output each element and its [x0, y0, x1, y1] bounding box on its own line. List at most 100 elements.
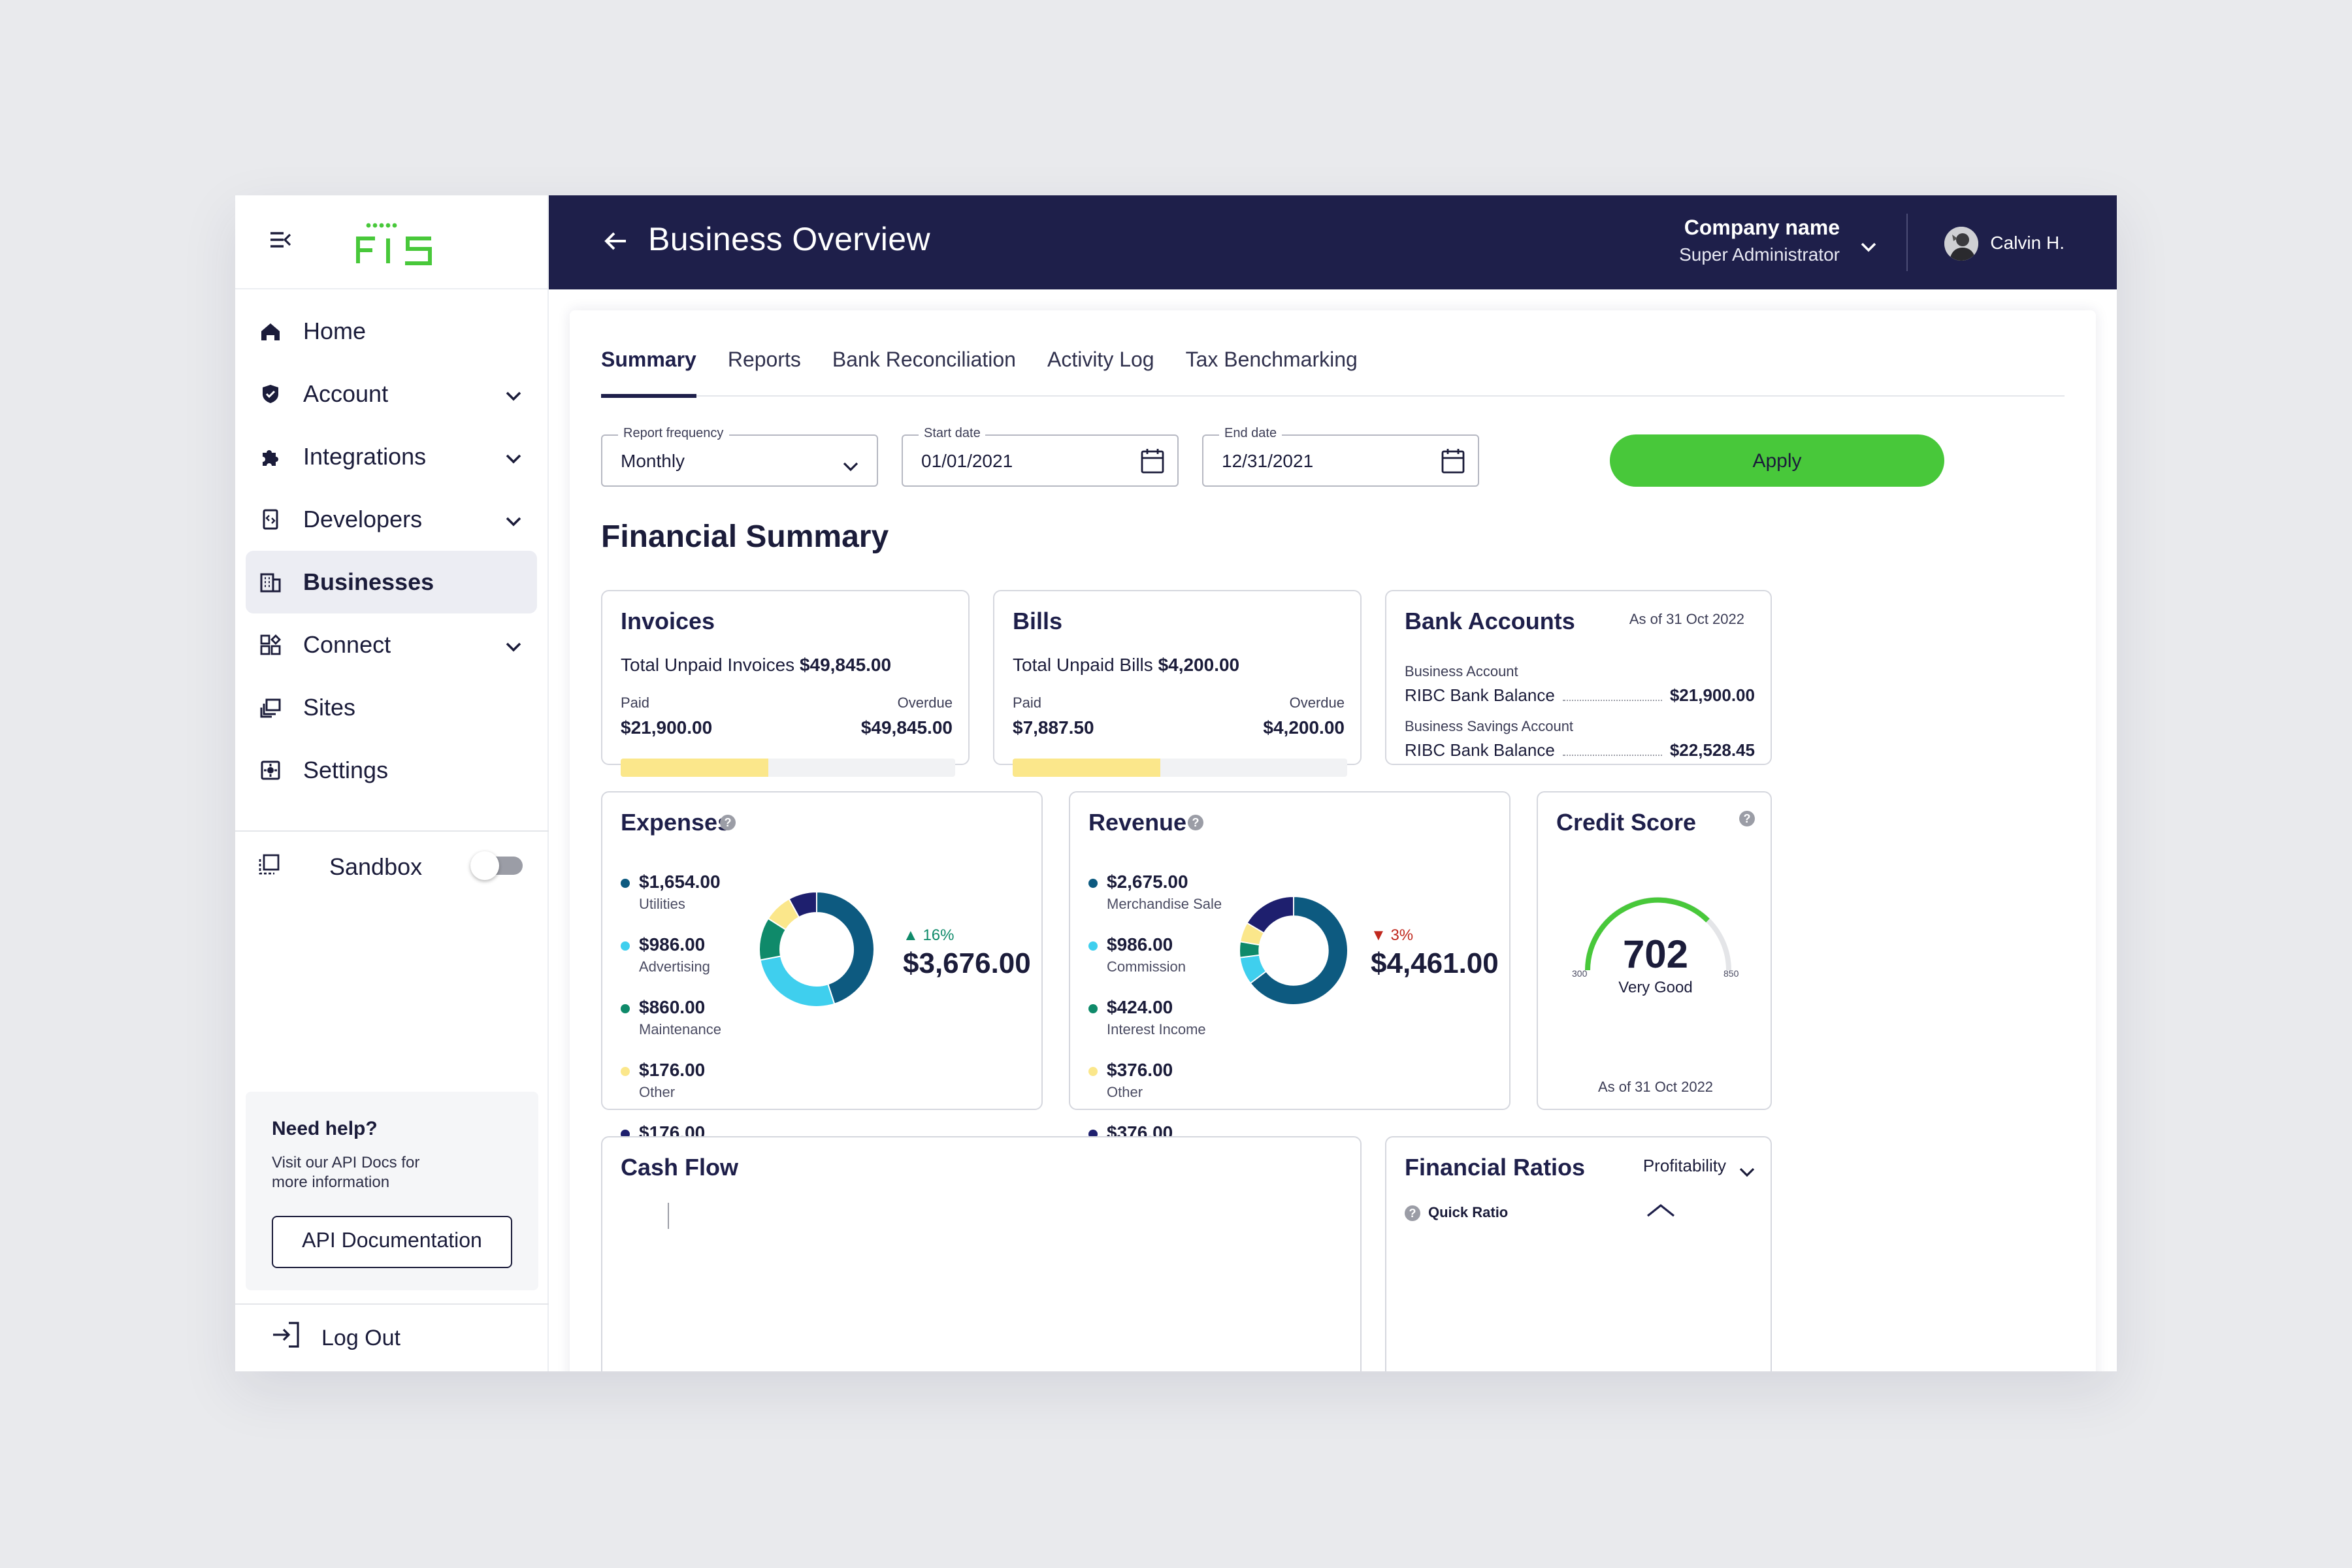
- fis-logo[interactable]: [353, 221, 436, 272]
- legend-dot: [1088, 1067, 1098, 1076]
- chevron-down-icon[interactable]: [506, 636, 521, 659]
- legend-category: Other: [639, 1085, 676, 1101]
- api-documentation-button[interactable]: API Documentation: [272, 1216, 512, 1268]
- credit-score-min: 300: [1572, 970, 1588, 979]
- legend-dot: [621, 941, 630, 951]
- legend-category: Utilities: [639, 897, 685, 913]
- sidebar-divider: [235, 830, 549, 832]
- bills-total: Total Unpaid Bills $4,200.00: [1013, 654, 1240, 675]
- bills-paid-amount: $7,887.50: [1013, 717, 1094, 738]
- tab-activity-log[interactable]: Activity Log: [1047, 350, 1154, 372]
- sidebar-item-home[interactable]: Home: [246, 300, 537, 363]
- revenue-total: $4,461.00: [1371, 947, 1499, 979]
- credit-score-title: Credit Score: [1556, 809, 1697, 836]
- help-icon[interactable]: ?: [1188, 815, 1203, 830]
- legend-item: $986.00 Advertising: [621, 934, 732, 996]
- revenue-card: Revenue ? $2,675.00 Merchandise Sale $986.…: [1069, 791, 1511, 1164]
- tab-bank-reconciliation[interactable]: Bank Reconciliation: [832, 350, 1016, 372]
- sites-icon: [259, 696, 282, 719]
- sandbox-label: Sandbox: [329, 853, 423, 879]
- cash-flow-card: Cash Flow: [601, 1136, 1362, 1371]
- chevron-down-icon[interactable]: [1861, 236, 1876, 259]
- legend-value: $2,675.00: [1107, 871, 1188, 892]
- sidebar-item-developers[interactable]: Developers: [246, 488, 537, 551]
- sandbox-toggle[interactable]: [470, 851, 523, 880]
- revenue-change: ▼ 3%: [1371, 926, 1414, 944]
- tab-bar: Summary Reports Bank Reconciliation Activit…: [601, 350, 2065, 398]
- tab-tax-benchmarking[interactable]: Tax Benchmarking: [1185, 350, 1358, 372]
- back-arrow-icon[interactable]: [604, 231, 627, 258]
- bank-account-row: RIBC Bank Balance $21,900.00: [1405, 685, 1755, 705]
- start-date-field[interactable]: Start date 01/01/2021: [902, 427, 1179, 487]
- menu-collapse-icon[interactable]: [269, 231, 293, 255]
- company-switcher[interactable]: Company name Super Administrator: [1679, 218, 1840, 265]
- legend-item: $376.00 Other: [1088, 1059, 1222, 1122]
- sidebar-item-connect[interactable]: Connect: [246, 613, 537, 676]
- legend-item: $1,654.00 Utilities: [621, 871, 732, 934]
- start-date-label: Start date: [919, 427, 986, 441]
- sidebar-item-label: Account: [303, 380, 389, 406]
- legend-dot: [621, 1004, 630, 1013]
- logout-icon: [272, 1322, 301, 1354]
- credit-score-as-of: As of 31 Oct 2022: [1597, 1080, 1714, 1096]
- sidebar-item-sites[interactable]: Sites: [246, 676, 537, 739]
- avatar[interactable]: [1944, 227, 1978, 261]
- bills-overdue-amount: $4,200.00: [1263, 717, 1345, 738]
- chevron-down-icon[interactable]: [506, 510, 521, 534]
- bank-accounts-title: Bank Accounts: [1405, 608, 1575, 634]
- ratio-type-select[interactable]: Profitability: [1642, 1156, 1726, 1175]
- invoices-total: Total Unpaid Invoices $49,845.00: [621, 654, 892, 675]
- tab-summary[interactable]: Summary: [601, 350, 696, 398]
- bills-overdue-label: Overdue: [1289, 696, 1345, 711]
- financial-ratios-title: Financial Ratios: [1405, 1154, 1586, 1181]
- sidebar-header: [235, 195, 547, 289]
- sidebar-item-label: Home: [303, 318, 367, 344]
- donut-slice-other: [1246, 896, 1294, 934]
- sidebar-item-settings[interactable]: Settings: [246, 739, 537, 802]
- chevron-down-icon[interactable]: [506, 385, 521, 408]
- legend-value: $986.00: [1107, 934, 1173, 955]
- legend-value: $986.00: [639, 934, 706, 955]
- sidebar-item-label: Sites: [303, 694, 356, 720]
- legend-category: Advertising: [639, 960, 710, 975]
- sandbox-icon: [259, 853, 280, 881]
- user-name[interactable]: Calvin H.: [1990, 232, 2065, 253]
- header-divider: [1906, 214, 1908, 271]
- financial-summary-heading: Financial Summary: [601, 519, 889, 555]
- ratio-gauge-marker: [1647, 1203, 1674, 1217]
- legend-item: $860.00 Maintenance: [621, 996, 732, 1059]
- sidebar-item-businesses[interactable]: Businesses: [246, 551, 537, 613]
- end-date-field[interactable]: End date 12/31/2021: [1202, 427, 1479, 487]
- cash-flow-title: Cash Flow: [621, 1154, 739, 1181]
- apply-button[interactable]: Apply: [1610, 434, 1944, 487]
- help-icon[interactable]: ?: [1405, 1205, 1420, 1221]
- building-icon: [259, 570, 282, 594]
- logout-button[interactable]: Log Out: [235, 1303, 549, 1371]
- help-panel: Need help? Visit our API Docs for more i…: [246, 1092, 538, 1290]
- invoices-paid-label: Paid: [621, 696, 650, 711]
- legend-item: $2,675.00 Merchandise Sale: [1088, 871, 1222, 934]
- chevron-down-icon[interactable]: [506, 448, 521, 471]
- help-text: Visit our API Docs for more information: [272, 1153, 420, 1191]
- legend-category: Merchandise Sale: [1107, 897, 1222, 913]
- help-icon[interactable]: ?: [1739, 811, 1755, 826]
- code-icon: [259, 508, 282, 531]
- user-role: Super Administrator: [1679, 244, 1840, 265]
- invoices-paid-amount: $21,900.00: [621, 717, 713, 738]
- calendar-icon[interactable]: [1441, 448, 1465, 480]
- sidebar-item-account[interactable]: Account: [246, 363, 537, 425]
- sidebar-item-label: Developers: [303, 506, 423, 532]
- sidebar-item-label: Integrations: [303, 443, 427, 469]
- report-frequency-select[interactable]: Report frequency Monthly: [601, 427, 878, 487]
- help-icon[interactable]: ?: [720, 815, 736, 830]
- legend-dot: [1088, 879, 1098, 888]
- tab-reports[interactable]: Reports: [727, 350, 801, 372]
- chevron-down-icon: [843, 455, 858, 479]
- legend-category: Interest Income: [1107, 1022, 1206, 1038]
- calendar-icon[interactable]: [1141, 448, 1164, 480]
- legend-value: $176.00: [639, 1059, 706, 1080]
- legend-category: Other: [1107, 1085, 1143, 1101]
- chevron-down-icon[interactable]: [1739, 1161, 1755, 1184]
- legend-value: $1,654.00: [639, 871, 721, 892]
- sidebar-item-integrations[interactable]: Integrations: [246, 425, 537, 488]
